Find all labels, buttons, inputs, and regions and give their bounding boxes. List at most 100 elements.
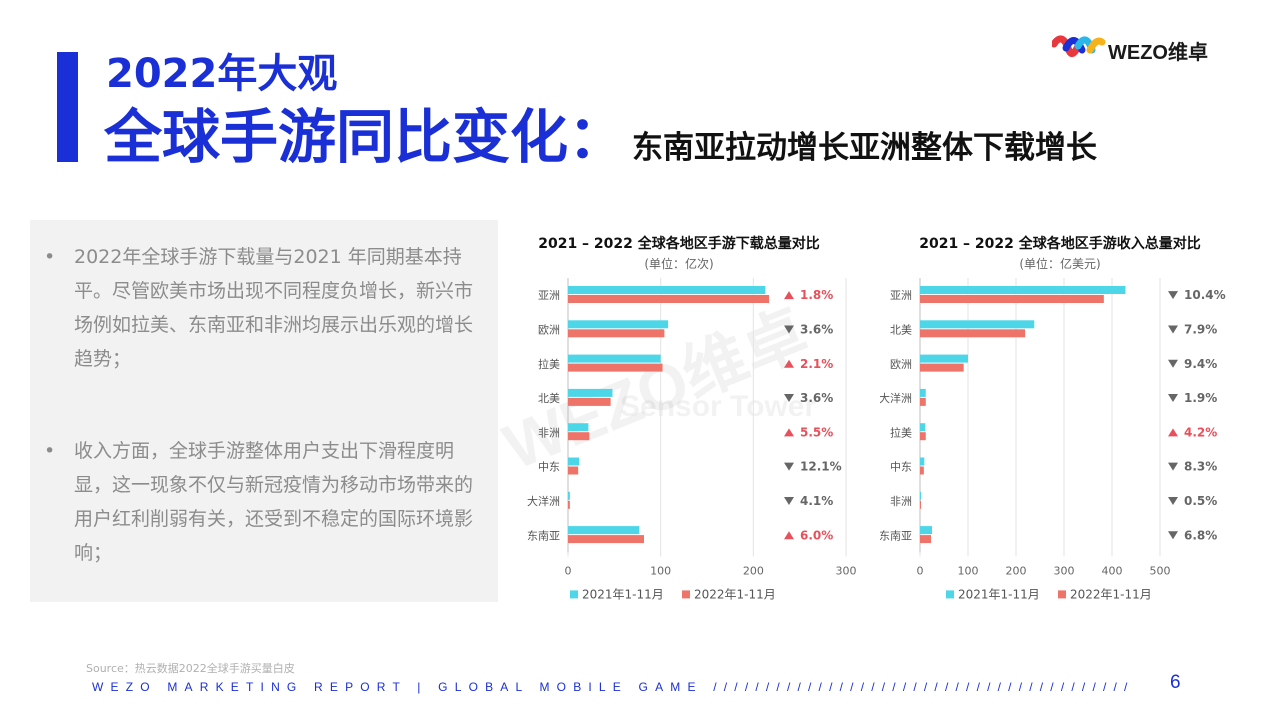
change-label: 8.3% — [1184, 460, 1217, 474]
bar-2021 — [568, 320, 669, 329]
report-footer: WEZO MARKETING REPORT | GLOBAL MOBILE GA… — [92, 680, 1135, 694]
change-label: 3.6% — [800, 322, 833, 336]
x-tick-label: 100 — [958, 564, 979, 577]
bar-2022 — [920, 295, 1104, 303]
category-label: 亚洲 — [890, 289, 912, 302]
legend-swatch — [570, 590, 578, 599]
bar-2022 — [568, 500, 570, 509]
bullet-text: 收入方面，全球手游整体用户支出下滑程度明显，这一现象不仅与新冠疫情为移动市场带来… — [74, 440, 474, 564]
bar-2022 — [568, 363, 663, 372]
change-label: 12.1% — [800, 460, 842, 474]
title-year: 2022年大观 — [106, 51, 338, 97]
triangle-up-icon — [784, 359, 794, 368]
bullet-dot: • — [44, 440, 56, 462]
bar-2022 — [920, 466, 924, 475]
change-label: 10.4% — [1184, 288, 1226, 302]
source-note: Source：热云数据2022全球手游买量白皮 — [86, 662, 295, 675]
chart-subtitle: (单位：亿美元) — [1019, 256, 1100, 271]
bar-2021 — [920, 526, 932, 535]
bar-2021 — [568, 286, 766, 294]
bar-2022 — [568, 295, 770, 303]
page-subtitle: 东南亚拉动增长亚洲整体下载增长 — [632, 130, 1097, 166]
change-label: 9.4% — [1184, 357, 1217, 371]
revenue-chart-svg: 2021 – 2022 全球各地区手游收入总量对比 (单位：亿美元) 0 100 200… — [880, 235, 1226, 601]
download-chart-svg: 2021 – 2022 全球各地区手游下载总量对比 (单位：亿次) 0 100 200 3… — [527, 235, 857, 601]
bar-2021 — [568, 354, 661, 363]
triangle-down-icon — [784, 462, 794, 471]
legend-label: 2021年1-11月 — [958, 587, 1040, 601]
triangle-down-icon — [1168, 496, 1178, 505]
x-tick-label: 400 — [1102, 564, 1123, 577]
category-label: 大洋洲 — [527, 494, 560, 508]
change-label: 1.8% — [800, 288, 833, 302]
category-label: 欧洲 — [890, 358, 912, 371]
bar-2022 — [568, 329, 665, 338]
category-label: 拉美 — [890, 425, 912, 439]
bar-2021 — [920, 388, 926, 397]
bar-2021 — [920, 320, 1035, 329]
category-label: 中东 — [538, 461, 560, 474]
change-label: 2.1% — [800, 357, 833, 371]
triangle-down-icon — [1168, 291, 1178, 300]
bar-2021 — [920, 457, 925, 466]
text-panel: • 2022年全球手游下载量与2021 年同期基本持平。尽管欧美市场出现不同程度… — [30, 220, 498, 602]
x-tick-label: 500 — [1150, 564, 1171, 577]
triangle-up-icon — [784, 428, 794, 437]
legend-swatch — [1058, 590, 1066, 599]
chart-subtitle: (单位：亿次) — [644, 256, 713, 271]
bar-2021 — [920, 423, 926, 432]
triangle-down-icon — [1168, 394, 1178, 403]
x-tick-label: 0 — [917, 564, 924, 577]
change-label: 3.6% — [800, 391, 833, 405]
legend-label: 2022年1-11月 — [694, 587, 776, 601]
chart-title: 2021 – 2022 全球各地区手游下载总量对比 — [538, 235, 820, 252]
change-label: 6.0% — [800, 528, 833, 542]
wezo-logo-icon — [1050, 35, 1106, 57]
bar-2022 — [568, 466, 579, 475]
bar-2021 — [920, 286, 1126, 294]
legend-swatch — [682, 590, 690, 599]
change-label: 5.5% — [800, 425, 833, 439]
category-label: 北美 — [890, 323, 912, 336]
category-label: 北美 — [538, 392, 560, 405]
bar-2021 — [568, 491, 570, 500]
legend-label: 2022年1-11月 — [1070, 587, 1152, 601]
triangle-up-icon — [784, 531, 794, 540]
x-tick-label: 100 — [650, 564, 671, 577]
triangle-down-icon — [1168, 325, 1178, 334]
bar-2021 — [920, 354, 968, 363]
triangle-down-icon — [1168, 359, 1178, 368]
bar-2021 — [568, 457, 580, 466]
page-number: 6 — [1170, 672, 1181, 693]
category-label: 欧洲 — [538, 323, 560, 336]
triangle-down-icon — [784, 496, 794, 505]
triangle-down-icon — [1168, 531, 1178, 540]
triangle-up-icon — [784, 291, 794, 300]
wezo-logo: WEZO维卓 — [1050, 30, 1222, 66]
title-accent-bar — [57, 52, 78, 162]
x-tick-label: 300 — [1054, 564, 1075, 577]
bar-2022 — [920, 535, 932, 544]
category-label: 非洲 — [890, 495, 912, 508]
bar-2022 — [920, 397, 926, 406]
triangle-down-icon — [784, 394, 794, 403]
triangle-down-icon — [1168, 462, 1178, 471]
category-label: 中东 — [890, 461, 912, 474]
x-tick-label: 0 — [565, 564, 572, 577]
bar-2022 — [920, 363, 964, 372]
bullet-download: • 2022年全球手游下载量与2021 年同期基本持平。尽管欧美市场出现不同程度… — [44, 240, 484, 376]
category-label: 亚洲 — [538, 289, 560, 302]
legend-swatch — [946, 590, 954, 599]
bar-2022 — [568, 432, 590, 441]
chart-title: 2021 – 2022 全球各地区手游收入总量对比 — [919, 235, 1201, 252]
revenue-chart: 2021 – 2022 全球各地区手游收入总量对比 (单位：亿美元) 0 100 200… — [880, 226, 1260, 626]
bar-2021 — [568, 423, 589, 432]
change-label: 4.2% — [1184, 425, 1217, 439]
bar-2022 — [568, 535, 644, 544]
category-label: 东南亚 — [880, 529, 912, 542]
category-label: 非洲 — [538, 426, 560, 439]
change-label: 7.9% — [1184, 322, 1217, 336]
change-label: 1.9% — [1184, 391, 1217, 405]
change-label: 6.8% — [1184, 528, 1217, 542]
bar-2022 — [568, 397, 611, 406]
